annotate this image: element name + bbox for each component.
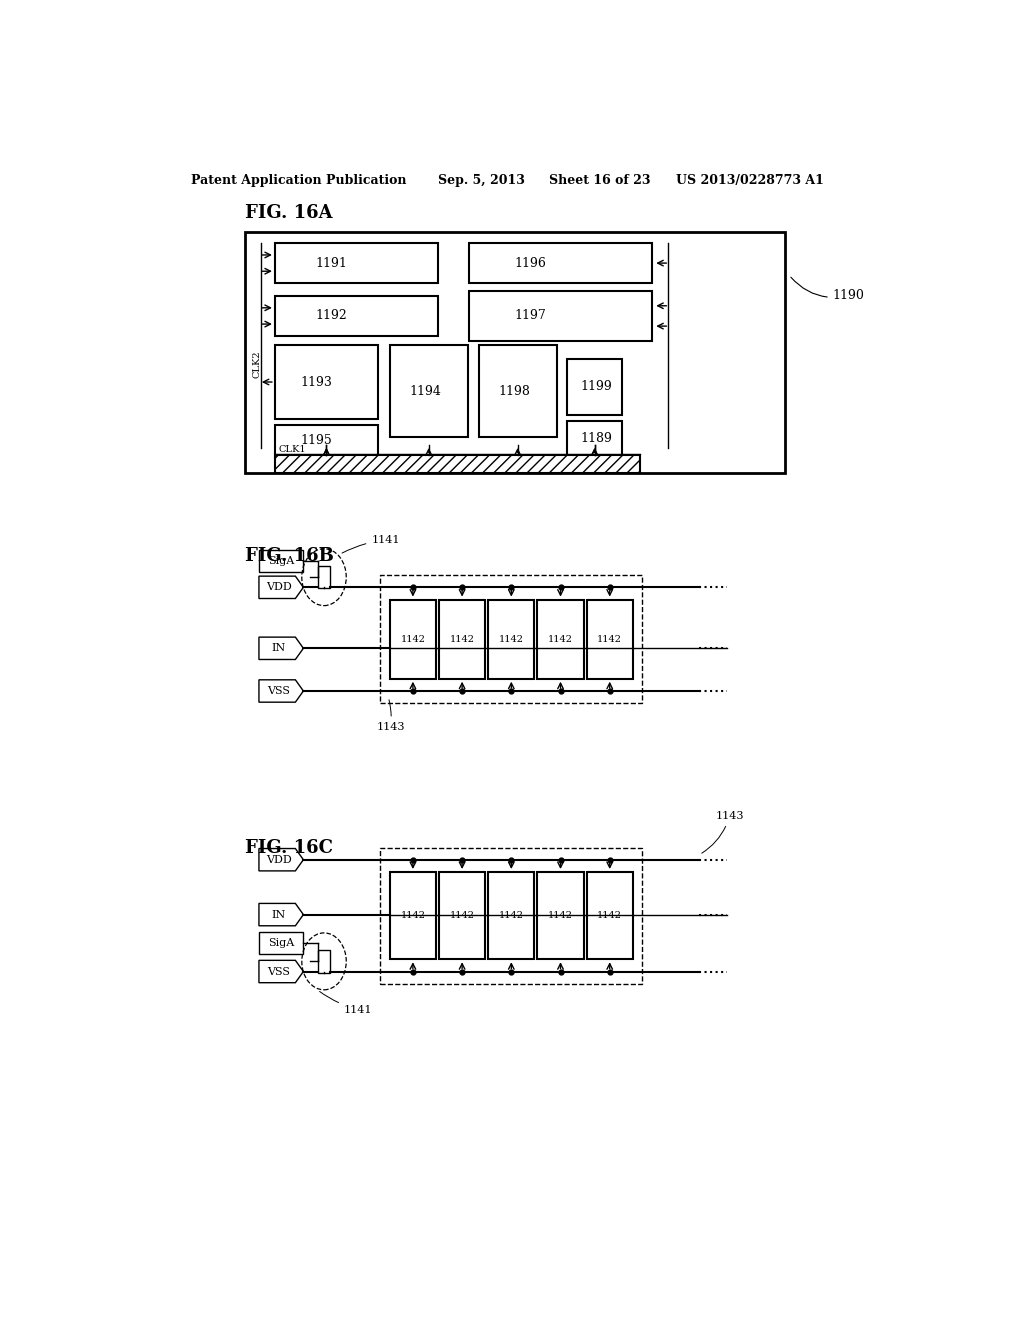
Polygon shape [259, 576, 303, 598]
Text: VSS: VSS [267, 966, 290, 977]
Bar [538, 873, 584, 960]
Text: 1142: 1142 [450, 911, 474, 920]
Text: VDD: VDD [265, 855, 292, 865]
Bar [380, 847, 642, 983]
Bar [469, 290, 652, 342]
Text: SigA: SigA [268, 939, 294, 948]
Bar [479, 346, 557, 437]
Text: FIG. 16B: FIG. 16B [246, 546, 334, 565]
Text: 1195: 1195 [301, 434, 333, 447]
Text: SigA: SigA [268, 556, 294, 566]
Bar [317, 950, 331, 973]
Text: FIG. 16A: FIG. 16A [246, 205, 333, 222]
Text: 1192: 1192 [315, 309, 347, 322]
Polygon shape [259, 903, 303, 925]
Text: 1190: 1190 [791, 277, 864, 302]
Text: 1199: 1199 [581, 380, 612, 393]
Text: Sheet 16 of 23: Sheet 16 of 23 [549, 174, 650, 186]
Text: 1141: 1141 [342, 535, 399, 553]
Text: 1142: 1142 [597, 635, 623, 644]
Bar [274, 243, 437, 284]
Text: 1191: 1191 [315, 256, 347, 269]
Text: 1142: 1142 [400, 635, 425, 644]
Text: 1143: 1143 [377, 700, 404, 731]
Bar [587, 873, 633, 960]
Bar [274, 346, 378, 418]
Bar [567, 421, 623, 457]
Bar [259, 549, 303, 572]
Text: 1198: 1198 [499, 384, 530, 397]
Text: CLK1: CLK1 [279, 445, 306, 454]
Text: 1142: 1142 [548, 635, 573, 644]
Bar [488, 873, 535, 960]
Text: 1142: 1142 [450, 635, 474, 644]
Bar [587, 599, 633, 678]
Bar [567, 359, 623, 414]
Bar [274, 455, 640, 474]
Text: 1142: 1142 [499, 911, 524, 920]
Polygon shape [259, 961, 303, 982]
Text: Patent Application Publication: Patent Application Publication [191, 174, 407, 186]
Bar [259, 932, 303, 954]
Bar [390, 346, 468, 437]
Polygon shape [259, 638, 303, 660]
Text: 1193: 1193 [301, 375, 333, 388]
Text: 1194: 1194 [410, 384, 441, 397]
Text: Sep. 5, 2013: Sep. 5, 2013 [437, 174, 524, 186]
Text: 1143: 1143 [701, 810, 743, 853]
Bar [246, 231, 785, 474]
Text: FIG. 16C: FIG. 16C [246, 840, 334, 858]
Bar [538, 599, 584, 678]
Bar [380, 576, 642, 704]
Bar [317, 566, 331, 589]
Bar [439, 873, 485, 960]
Text: CLK2: CLK2 [253, 351, 262, 379]
Polygon shape [259, 849, 303, 871]
Text: IN: IN [271, 909, 286, 920]
Bar [488, 599, 535, 678]
Bar [390, 873, 436, 960]
Bar [469, 243, 652, 284]
Bar [439, 599, 485, 678]
Text: 1189: 1189 [581, 433, 612, 445]
Text: 1142: 1142 [597, 911, 623, 920]
Bar [274, 296, 437, 337]
Text: US 2013/0228773 A1: US 2013/0228773 A1 [676, 174, 823, 186]
Bar [390, 599, 436, 678]
Text: 1142: 1142 [400, 911, 425, 920]
Text: IN: IN [271, 643, 286, 653]
Text: 1197: 1197 [515, 309, 547, 322]
Polygon shape [259, 680, 303, 702]
Text: VSS: VSS [267, 686, 290, 696]
Text: 1142: 1142 [499, 635, 524, 644]
Text: 1141: 1141 [319, 991, 373, 1015]
Bar [274, 425, 378, 457]
Text: 1142: 1142 [548, 911, 573, 920]
Text: VDD: VDD [265, 582, 292, 593]
Text: 1196: 1196 [515, 256, 547, 269]
